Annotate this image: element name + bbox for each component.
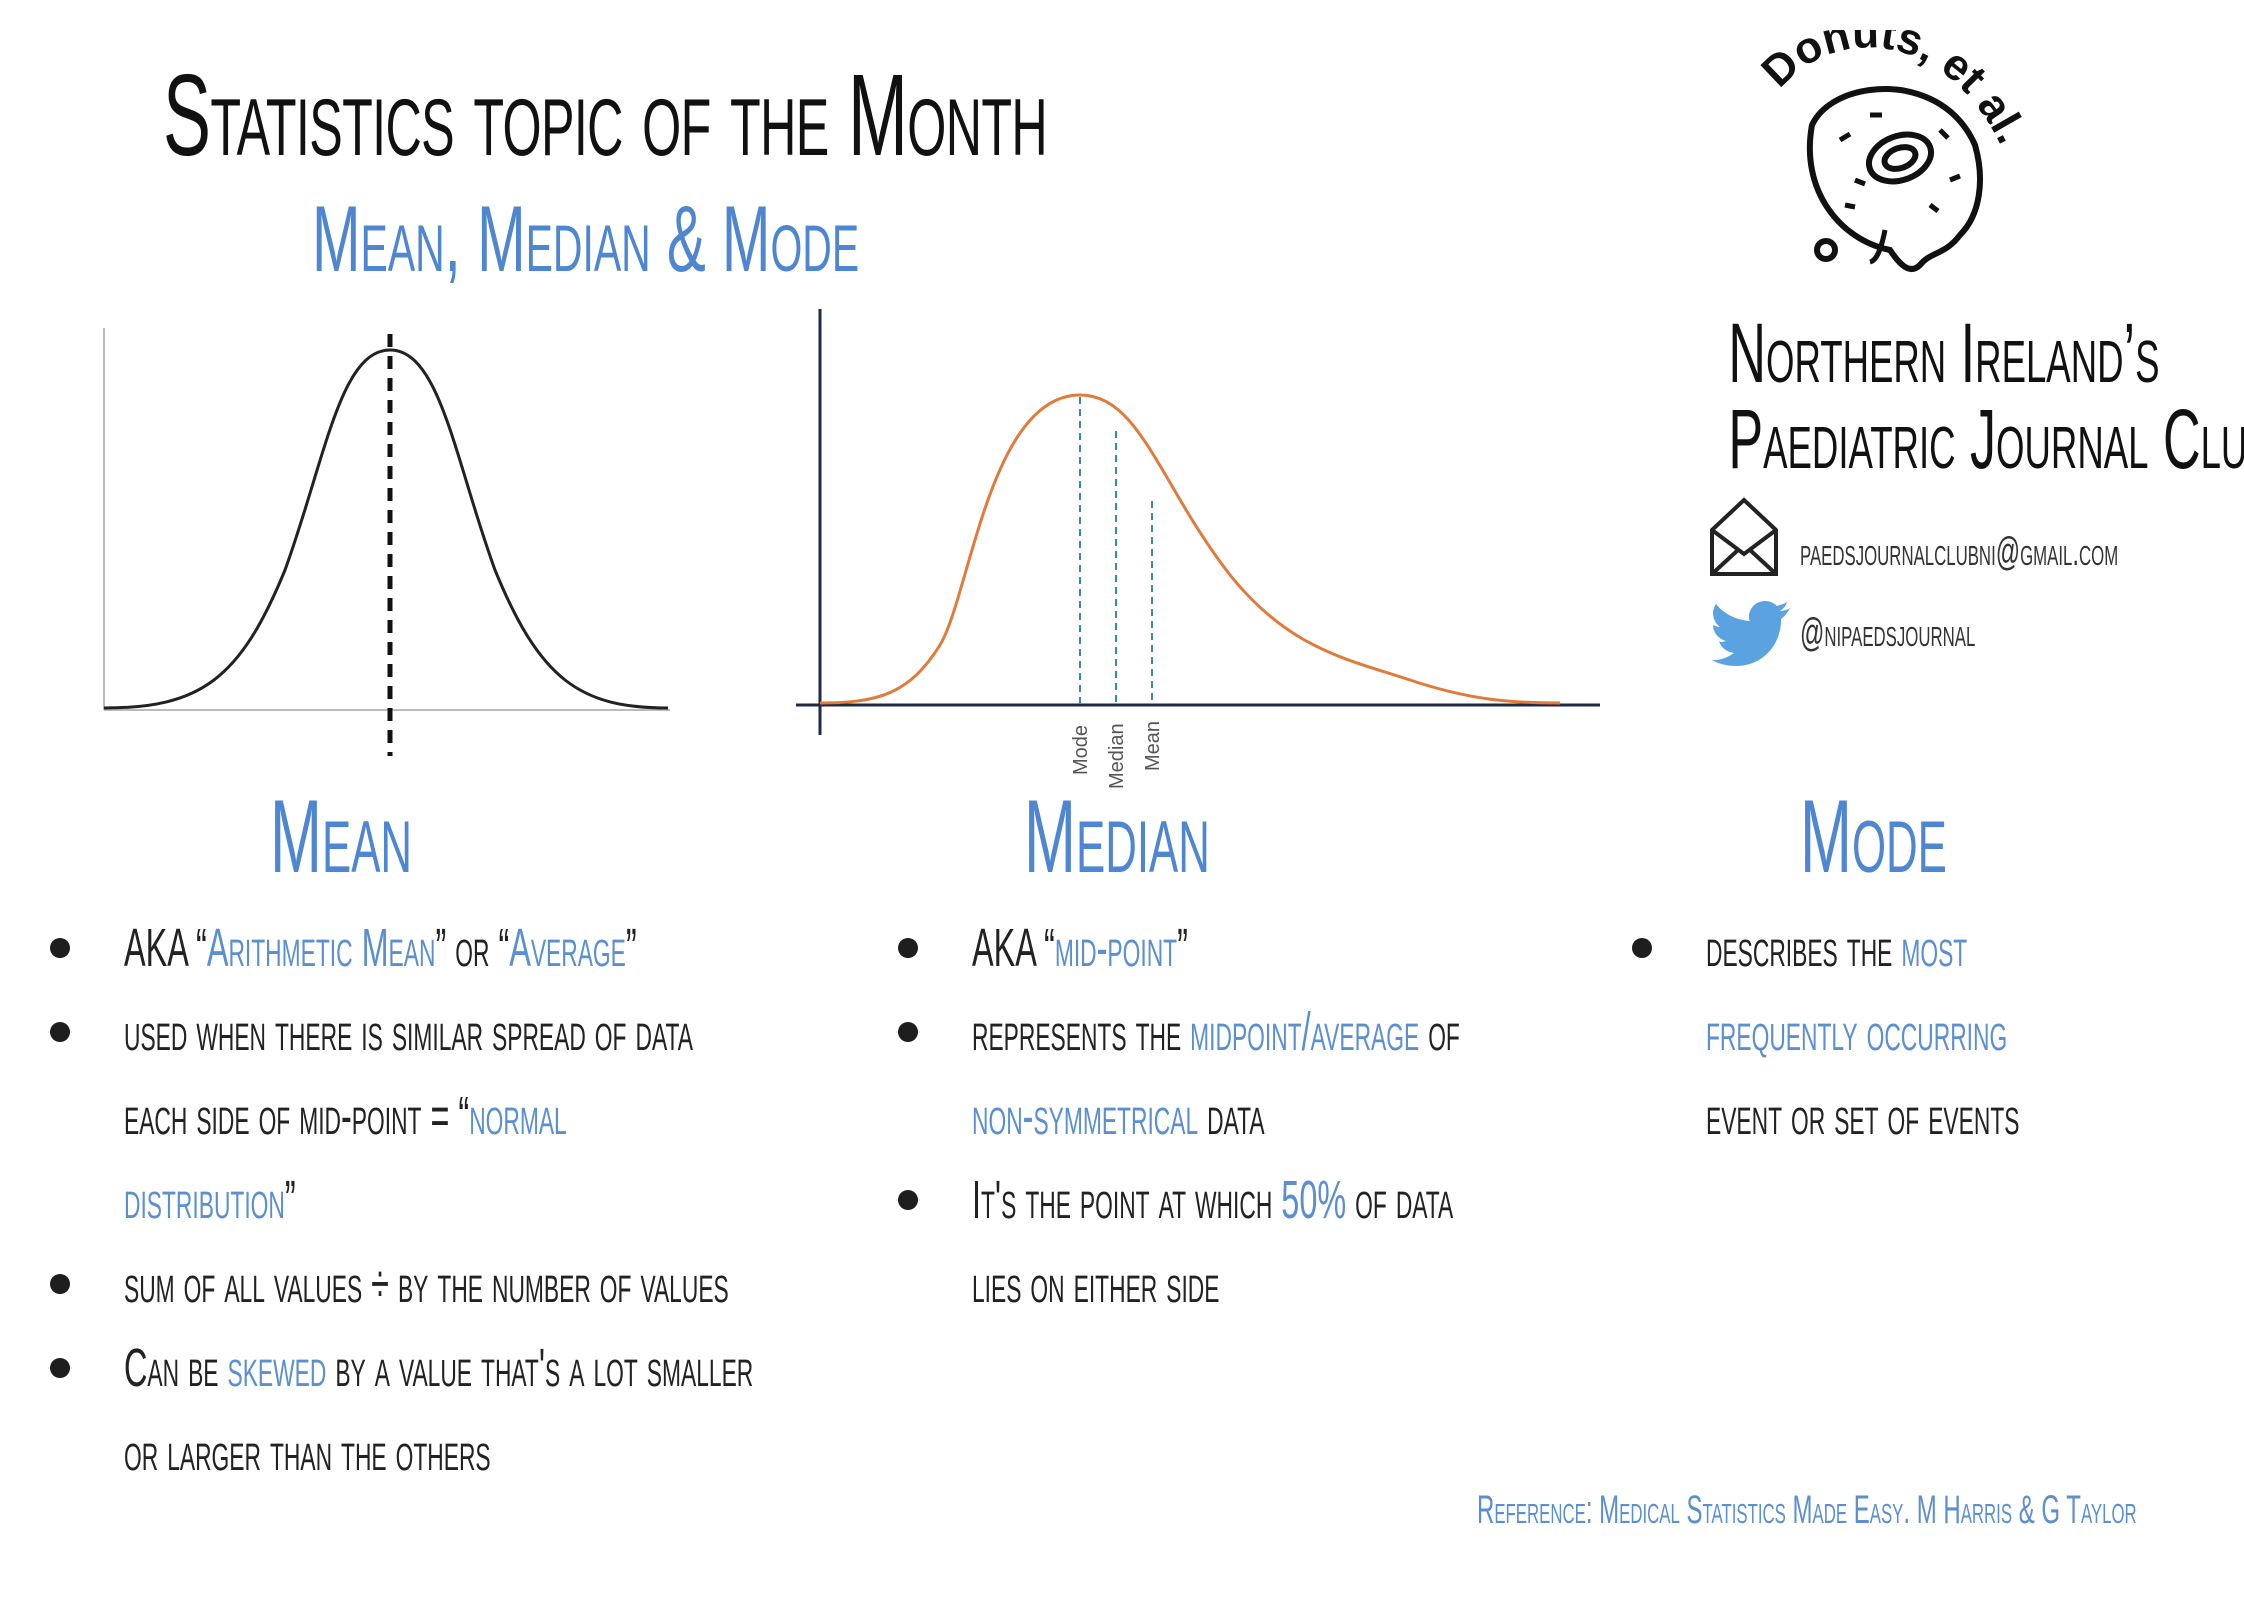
skewed-curve (819, 393, 1561, 705)
envelope-icon (1710, 497, 1778, 576)
median-heading: Median (1024, 779, 1210, 895)
bullet-icon (1632, 938, 1652, 958)
mode-bullets: describes the most frequently occurring ev… (1632, 906, 2244, 1158)
mean-bullets: AKA “Arithmetic Mean” or “Average” used … (50, 906, 1224, 1494)
normal-distribution-graph (103, 328, 670, 756)
twitter-bird-icon (1712, 601, 1790, 666)
twitter-handle[interactable]: @nipaedsjournal (1800, 611, 1976, 655)
bullet-icon (898, 1022, 918, 1042)
page-title: Statistics topic of the Month (163, 50, 1048, 180)
list-item: AKA “Arithmetic Mean” or “Average” (50, 906, 1224, 990)
email-address[interactable]: paedsjournalclubni@gmail.com (1800, 530, 2119, 574)
list-item: describes the most frequently occurring ev… (1632, 906, 2244, 1158)
page-subtitle: Mean, Median & Mode (312, 186, 860, 291)
bullet-icon (50, 1022, 70, 1042)
donut-logo: Donuts, et al. (1760, 30, 2036, 272)
list-item: Can be skewed by a value that's a lot sm… (50, 1326, 1224, 1494)
skewed-distribution-graph: Mode Median Mean (796, 309, 1600, 789)
bullet-icon (898, 938, 918, 958)
bullet-icon (50, 938, 70, 958)
list-item: It's the point at which 50% of data lies … (898, 1158, 2072, 1326)
mean-axis-label: Mean (1142, 721, 1164, 771)
list-item: AKA “mid-point” (898, 906, 2072, 990)
donut-icon (1806, 86, 1983, 272)
club-name-line2: Paediatric Journal Club (1728, 392, 2244, 486)
club-name-line1: Northern Ireland’s (1728, 306, 2160, 400)
mode-axis-label: Mode (1070, 725, 1092, 775)
median-bullets: AKA “mid-point” represents the midpoint/… (898, 906, 2072, 1326)
bullet-icon (50, 1358, 70, 1378)
reference-note: Reference: Medical Statistics Made Easy.… (1477, 1488, 2137, 1532)
list-item: represents the midpoint/average of non-sy… (898, 990, 2072, 1158)
mean-heading: Mean (270, 779, 413, 895)
club-name: Northern Ireland’s Paediatric Journal Cl… (1622, 306, 2244, 486)
median-axis-label: Median (1106, 723, 1128, 789)
bullet-icon (50, 1274, 70, 1294)
mode-heading: Mode (1800, 779, 1947, 895)
list-item: used when there is similar spread of dat… (50, 990, 1224, 1242)
list-item: sum of all values ÷ by the number of val… (50, 1242, 1224, 1326)
normal-curve (103, 348, 669, 710)
bullet-icon (898, 1190, 918, 1210)
